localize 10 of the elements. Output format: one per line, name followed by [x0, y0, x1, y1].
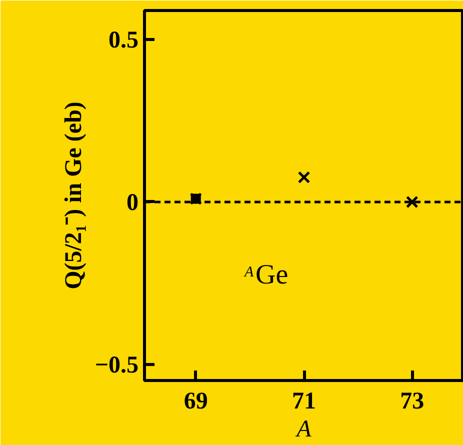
y-tick-label: 0: [126, 190, 138, 216]
x-tick-label: 71: [292, 388, 316, 414]
point: [298, 171, 310, 184]
y-axis-title: Q(5/2₁⁻) in Ge (eb): [60, 102, 87, 290]
x-tick-label: 69: [184, 388, 208, 414]
y-tick-label: 0.5: [108, 28, 138, 54]
point: [406, 196, 418, 208]
x-axis-title: A: [294, 416, 312, 442]
x-tick-label: 73: [400, 388, 424, 414]
y-tick-label: −0.5: [94, 352, 139, 378]
